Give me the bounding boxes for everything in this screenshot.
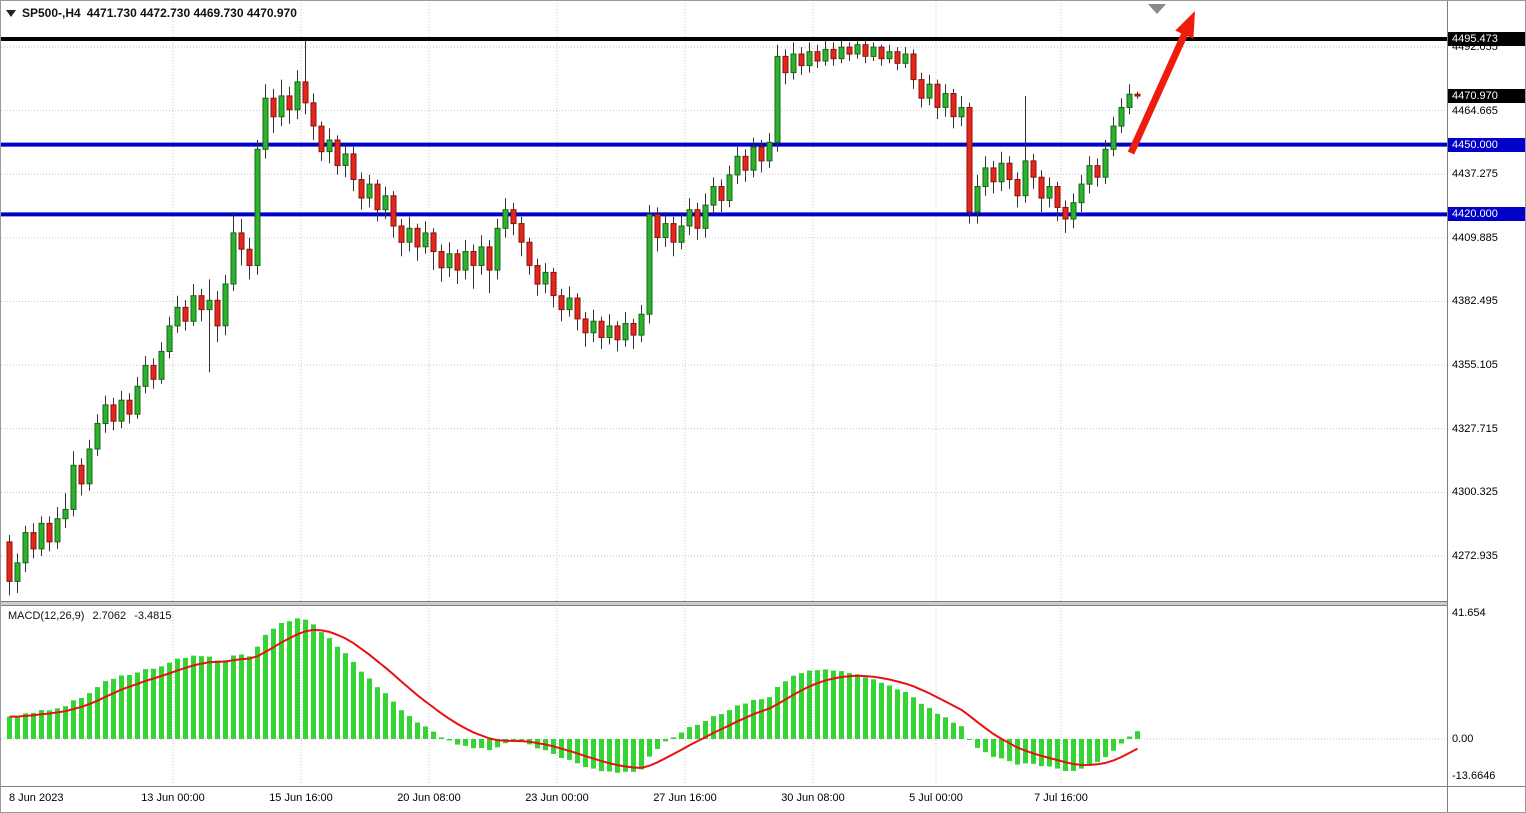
pane-divider[interactable] xyxy=(1,601,1447,606)
quote-line: SP500-,H4 4471.730 4472.730 4469.730 447… xyxy=(6,6,297,20)
macd-indicator-label: MACD(12,26,9) 2.7062 -3.4815 xyxy=(8,610,177,622)
macd-scale-label: -13.6646 xyxy=(1452,770,1496,782)
hline-price-tag: 4495.473 xyxy=(1448,32,1525,46)
time-axis-label: 23 Jun 00:00 xyxy=(525,792,589,804)
price-scale-label: 4327.715 xyxy=(1452,422,1498,435)
symbol-period-label: SP500-,H4 xyxy=(22,6,81,20)
triangle-down-icon xyxy=(6,9,16,17)
time-axis-label: 15 Jun 16:00 xyxy=(269,792,333,804)
macd-main-value: 2.7062 xyxy=(92,610,127,622)
trend-arrow-head[interactable] xyxy=(1175,11,1195,39)
macd-scale-label: 41.654 xyxy=(1452,607,1486,620)
price-scale-label: 4355.105 xyxy=(1452,359,1498,372)
price-scale-label: 4409.885 xyxy=(1452,231,1498,244)
macd-signal-value: -3.4815 xyxy=(134,610,172,622)
ohlc-values: 4471.730 4472.730 4469.730 4470.970 xyxy=(86,6,297,20)
chart-shift-marker-icon[interactable] xyxy=(1148,4,1166,14)
axis-divider xyxy=(1,786,1525,787)
time-axis-label: 8 Jun 2023 xyxy=(9,792,64,804)
price-scale-label: 4382.495 xyxy=(1452,295,1498,308)
macd-name: MACD(12,26,9) xyxy=(8,610,85,622)
hline-price-tag: 4450.000 xyxy=(1448,137,1525,152)
time-axis-label: 7 Jul 16:00 xyxy=(1034,792,1088,804)
macd-histogram xyxy=(7,618,1140,773)
time-axis-label: 13 Jun 00:00 xyxy=(141,792,205,804)
time-axis[interactable]: 8 Jun 2023 13 Jun 00:00 15 Jun 16:00 20 Jun… xyxy=(1,787,1447,812)
hline-price-tag: 4420.000 xyxy=(1448,207,1525,222)
macd-signal-line xyxy=(9,628,1138,769)
current-price-tag: 4470.970 xyxy=(1448,88,1525,103)
trend-arrow-shaft[interactable] xyxy=(1127,29,1190,155)
time-axis-label: 20 Jun 08:00 xyxy=(397,792,461,804)
price-scale-label: 4437.275 xyxy=(1452,168,1498,181)
price-scale-label: 4300.325 xyxy=(1452,486,1498,499)
time-axis-label: 5 Jul 00:00 xyxy=(909,792,963,804)
chart-svg xyxy=(1,3,1447,783)
horizontal-line-objects[interactable] xyxy=(1,37,1447,217)
candlestick-series xyxy=(6,40,1141,596)
time-axis-label: 30 Jun 08:00 xyxy=(781,792,845,804)
chart-canvas[interactable] xyxy=(1,1,1447,812)
time-axis-label: 27 Jun 16:00 xyxy=(653,792,717,804)
price-scale-label: 4464.665 xyxy=(1452,104,1498,117)
price-scale[interactable]: 4492.055 4464.665 4437.275 4409.885 4382.495… xyxy=(1447,1,1525,812)
macd-scale-label: 0.00 xyxy=(1452,733,1474,745)
price-scale-label: 4272.935 xyxy=(1452,550,1498,563)
